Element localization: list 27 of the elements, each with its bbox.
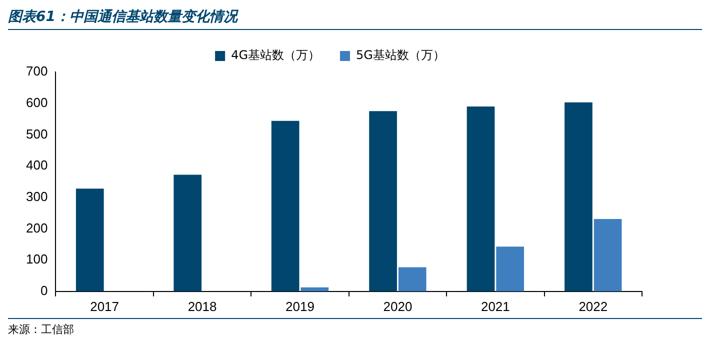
source-note: 来源：工信部: [8, 318, 702, 337]
y-tick-label: 100: [26, 252, 48, 267]
y-tick-label: 600: [26, 94, 48, 110]
bar: [174, 174, 202, 292]
legend-label: 4G基站数（万）: [231, 48, 320, 62]
x-tick-label: 2021: [480, 298, 510, 314]
x-tick-label: 2019: [286, 298, 314, 314]
chart-title: 图表61：中国通信基站数量变化情况: [8, 8, 702, 30]
bar: [564, 102, 592, 292]
bar: [594, 219, 622, 292]
bar: [369, 111, 397, 292]
y-tick-label: 0: [40, 282, 48, 298]
x-tick-label: 2017: [90, 298, 120, 314]
y-tick-label: 500: [26, 126, 48, 142]
bar: [398, 267, 426, 292]
bar: [466, 106, 495, 292]
y-tick-label: 400: [26, 158, 48, 173]
y-tick-label: 700: [26, 64, 48, 79]
y-tick-label: 300: [26, 188, 48, 204]
bar: [496, 246, 524, 292]
bar: [271, 120, 300, 292]
legend-label: 5G基站数（万）: [356, 48, 445, 62]
bar: [76, 188, 104, 292]
x-tick-label: 2022: [578, 298, 608, 314]
x-tick-label: 2020: [383, 298, 412, 314]
y-tick-label: 200: [26, 220, 48, 236]
x-tick-label: 2018: [188, 298, 217, 314]
